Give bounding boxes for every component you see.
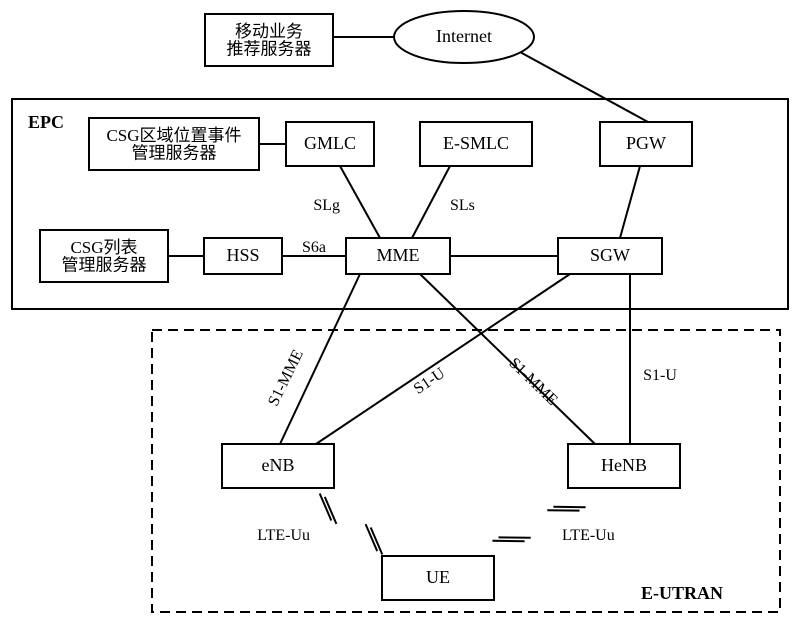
iface-sgw-henb: S1-U [643,367,677,384]
iface-mme-henb: S1-MME [505,355,560,409]
enb-label: eNB [262,455,295,475]
esmlc-label: E-SMLC [443,133,509,153]
csg_list-label-1: 管理服务器 [62,256,147,275]
iface-henb-ue: LTE-Uu [562,527,615,544]
iface-hss-mme: S6a [302,239,326,256]
ue-label: UE [426,567,450,587]
iface-esmlc-mme: SLs [450,197,475,214]
mme-label: MME [376,245,419,265]
sgw-label: SGW [590,245,630,265]
csg_area-label-1: 管理服务器 [132,144,217,163]
epc-label: EPC [28,112,64,132]
hss-label: HSS [226,245,259,265]
iface-enb-ue: LTE-Uu [257,527,310,544]
iface-sgw-enb: S1-U [411,365,449,398]
internet-label: Internet [436,26,492,46]
mobile_svc-label-0: 移动业务 [235,22,303,41]
henb-label: HeNB [601,455,647,475]
mobile_svc-label-1: 推荐服务器 [227,40,312,59]
pgw-label: PGW [626,133,666,153]
csg_area-label-0: CSG区域位置事件 [106,126,241,145]
gmlc-label: GMLC [304,133,356,153]
iface-gmlc-mme: SLg [313,197,340,214]
csg_list-label-0: CSG列表 [70,238,137,257]
eutran-label: E-UTRAN [641,583,723,603]
